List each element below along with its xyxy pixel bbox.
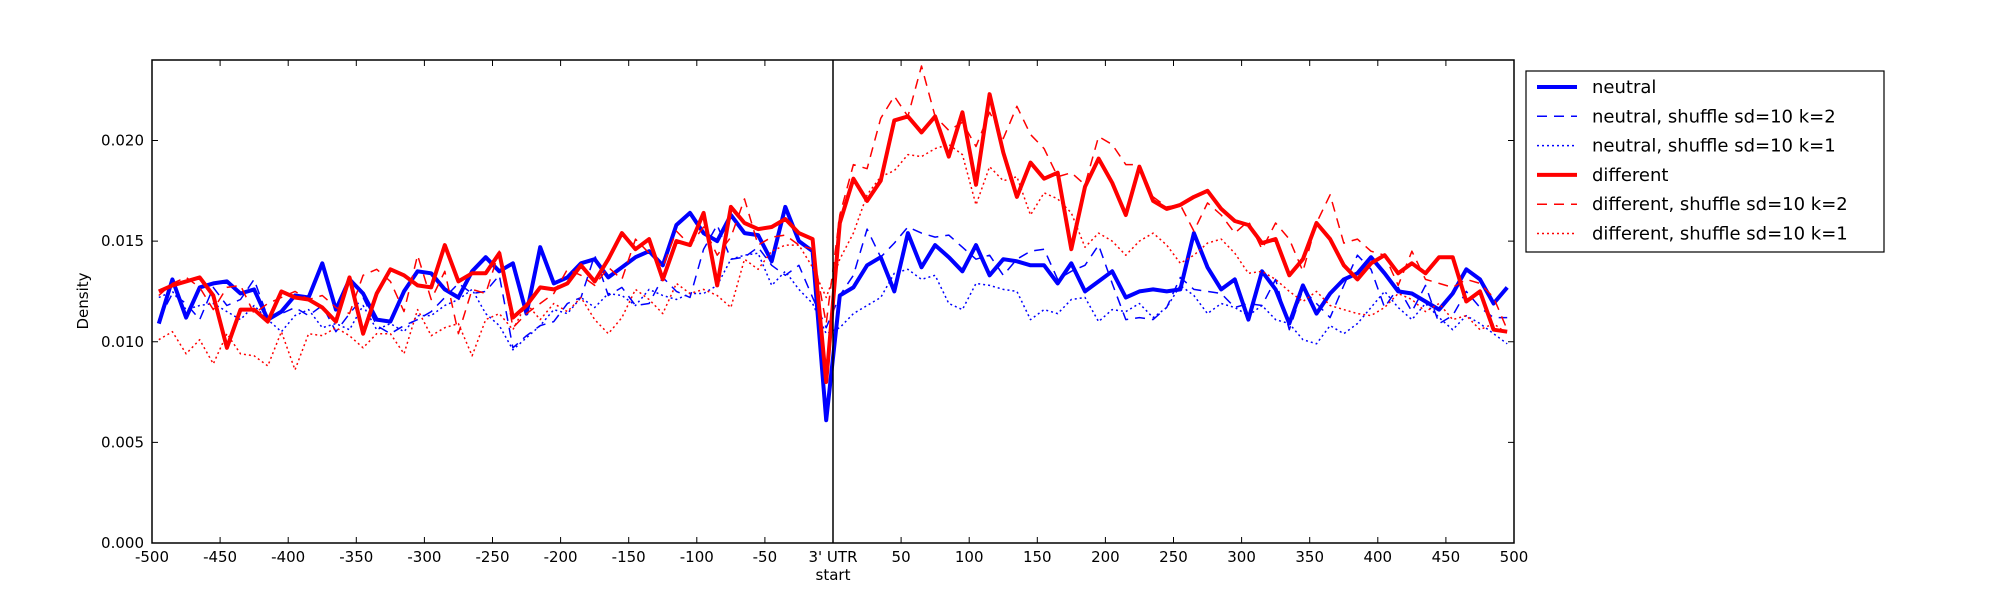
x-tick-label: 100	[955, 548, 984, 566]
x-tick-label: 450	[1432, 548, 1461, 566]
legend: neutral neutral, shuffle sd=10 k=2 neutral…	[1525, 70, 1885, 253]
x-tick-label: 3' UTR	[809, 548, 858, 566]
legend-label-neutral-shuffle-sd-10-k-2: neutral, shuffle sd=10 k=2	[1592, 106, 1836, 127]
legend-label-different: different	[1592, 165, 1668, 186]
x-tick-label: -100	[680, 548, 714, 566]
x-tick-label: 400	[1363, 548, 1392, 566]
x-tick-label: -50	[753, 548, 778, 566]
x-tick-label: 150	[1023, 548, 1052, 566]
x-tick-label: 50	[892, 548, 911, 566]
y-tick-label: 0.015	[101, 232, 144, 250]
legend-label-different-shuffle-sd-10-k-1: different, shuffle sd=10 k=1	[1592, 224, 1848, 245]
y-tick-label: 0.010	[101, 333, 144, 351]
x-tick-label: -300	[407, 548, 441, 566]
legend-label-neutral-shuffle-sd-10-k-1: neutral, shuffle sd=10 k=1	[1592, 136, 1836, 157]
legend-label-neutral: neutral	[1592, 77, 1656, 98]
x-tick-label: -200	[544, 548, 578, 566]
x-tick-label: -500	[135, 548, 169, 566]
x-tick-label: -400	[271, 548, 305, 566]
x-tick-label: -450	[203, 548, 237, 566]
legend-frame	[1525, 70, 1885, 253]
x-tick-label: 250	[1159, 548, 1188, 566]
y-axis-label: Density	[74, 272, 92, 329]
x-tick-label: -250	[475, 548, 509, 566]
x-tick-label: 300	[1227, 548, 1256, 566]
x-tick-label: 350	[1295, 548, 1324, 566]
y-tick-label: 0.005	[101, 433, 144, 451]
y-axis: 0.000 0.005 0.010 0.015 0.020	[101, 132, 1514, 552]
x-tick-label: 200	[1091, 548, 1120, 566]
legend-label-different-shuffle-sd-10-k-2: different, shuffle sd=10 k=2	[1592, 194, 1848, 215]
y-tick-label: 0.000	[101, 534, 144, 552]
x-tick-label: -350	[339, 548, 373, 566]
x-axis-label: start	[816, 566, 851, 584]
y-tick-label: 0.020	[101, 132, 144, 150]
x-axis: -500 -450 -400 -350 -300 -250 -200 -150 -100 -50 3…	[135, 60, 1528, 566]
x-tick-label: -150	[612, 548, 646, 566]
x-tick-label: 500	[1500, 548, 1529, 566]
